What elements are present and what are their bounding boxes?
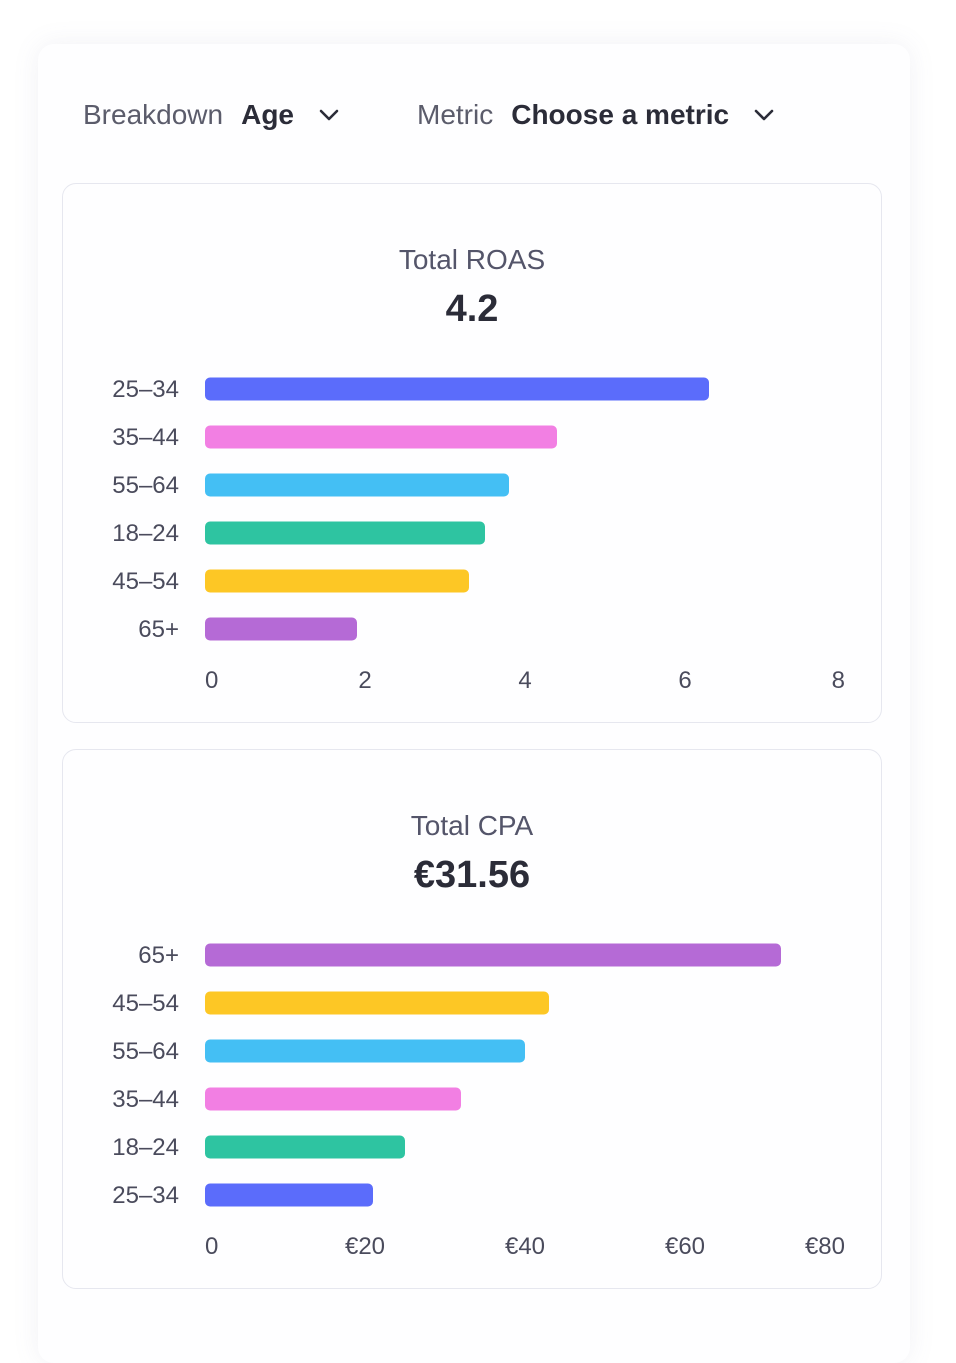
x-axis-tick-label: €80	[805, 1233, 845, 1260]
bar[interactable]	[205, 377, 709, 401]
bar-category-label: 55–64	[112, 1038, 179, 1065]
bar[interactable]	[205, 1087, 461, 1111]
breakdown-dropdown[interactable]: Breakdown Age	[83, 99, 342, 131]
bar-category-label: 65+	[138, 942, 179, 969]
bar[interactable]	[205, 1039, 525, 1063]
cpa-total-value: €31.56	[413, 854, 531, 896]
bar-category-label: 25–34	[112, 1182, 179, 1209]
cpa-bar-chart: 65+ 45–54 55–64 35–44 18–24 25–34 0 €20 €40 €60 €8…	[112, 942, 845, 1260]
x-axis-tick-label: 0	[205, 667, 218, 694]
bar[interactable]	[205, 521, 485, 545]
bar[interactable]	[205, 473, 509, 497]
bar-category-label: 65+	[138, 616, 179, 643]
x-axis-tick-label: 0	[205, 1233, 218, 1260]
bar[interactable]	[205, 617, 357, 641]
bar-category-label: 35–44	[112, 424, 179, 451]
metric-value: Choose a metric	[511, 99, 730, 130]
metric-dropdown[interactable]: Metric Choose a metric	[417, 99, 777, 131]
bar-category-label: 18–24	[112, 1134, 179, 1161]
bar-category-label: 35–44	[112, 1086, 179, 1113]
bar-category-label: 45–54	[112, 990, 179, 1017]
roas-total-value: 4.2	[445, 288, 499, 330]
breakdown-value: Age	[241, 99, 294, 130]
bar[interactable]	[205, 943, 781, 967]
x-axis-tick-label: €60	[665, 1233, 705, 1260]
analytics-panel: Breakdown Age Metric Choose a metric Tot…	[38, 44, 910, 1363]
x-axis-tick-label: 6	[678, 667, 691, 694]
cpa-card-title: Total CPA	[410, 810, 534, 841]
x-axis-tick-label: 2	[358, 667, 371, 694]
x-axis-tick-label: €20	[345, 1233, 385, 1260]
bar[interactable]	[205, 569, 469, 593]
bar-category-label: 45–54	[112, 568, 179, 595]
bar[interactable]	[205, 991, 549, 1015]
breakdown-label: Breakdown	[83, 99, 224, 130]
x-axis-tick-label: €40	[505, 1233, 545, 1260]
x-axis-tick-label: 4	[518, 667, 531, 694]
roas-card-title: Total ROAS	[398, 244, 546, 275]
bar[interactable]	[205, 425, 557, 449]
bar[interactable]	[205, 1135, 405, 1159]
bar-category-label: 18–24	[112, 520, 179, 547]
cpa-card: Total CPA €31.56 65+ 45–54 55–64 35–44 18–24…	[62, 749, 882, 1289]
metric-label: Metric	[417, 99, 494, 130]
roas-card: Total ROAS 4.2 25–34 35–44 55–64 18–24 45–54…	[62, 183, 882, 723]
bar[interactable]	[205, 1183, 373, 1207]
chevron-down-icon	[319, 109, 339, 121]
breakdown-toolbar: Breakdown Age Metric Choose a metric	[38, 44, 910, 184]
x-axis-tick-label: 8	[832, 667, 845, 694]
bar-category-label: 55–64	[112, 472, 179, 499]
bar-category-label: 25–34	[112, 376, 179, 403]
chevron-down-icon	[754, 109, 774, 121]
roas-bar-chart: 25–34 35–44 55–64 18–24 45–54 65+ 0 2 4 6 8	[112, 376, 845, 694]
